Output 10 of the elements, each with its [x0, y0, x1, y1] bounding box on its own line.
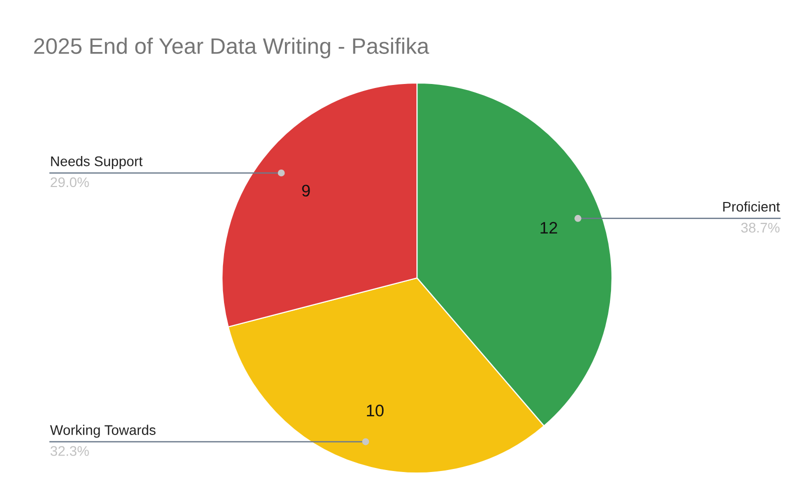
- slice-label: Proficient: [723, 201, 780, 212]
- data-label: 10: [366, 404, 384, 416]
- slice-label: Working Towards: [50, 424, 156, 438]
- chart-title: 2025 End of Year Data Writing - Pasifika: [34, 38, 430, 58]
- text: 32.3%: [50, 446, 89, 456]
- text: 38.7%: [741, 222, 780, 233]
- data-label: 12: [540, 222, 558, 234]
- data-label: 9: [302, 184, 310, 197]
- text: 29.0%: [50, 177, 89, 188]
- slice-label: Needs Support: [51, 156, 143, 169]
